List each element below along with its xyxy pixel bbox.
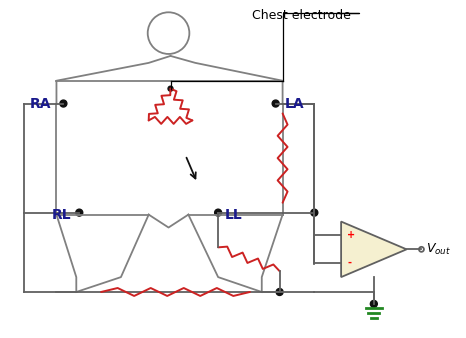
Text: Chest electrode: Chest electrode — [252, 9, 351, 22]
Text: LL: LL — [225, 208, 243, 222]
Circle shape — [168, 86, 173, 91]
Text: LA: LA — [285, 97, 304, 111]
Text: $V_{out}$: $V_{out}$ — [426, 242, 452, 257]
Text: RA: RA — [30, 97, 51, 111]
Polygon shape — [341, 222, 406, 277]
Text: RL: RL — [52, 208, 71, 222]
Circle shape — [76, 209, 83, 216]
Circle shape — [276, 289, 283, 295]
Circle shape — [272, 100, 279, 107]
Text: -: - — [347, 258, 351, 268]
Text: +: + — [347, 231, 355, 240]
Circle shape — [311, 209, 318, 216]
Circle shape — [215, 209, 222, 216]
Circle shape — [370, 300, 377, 307]
Circle shape — [60, 100, 67, 107]
